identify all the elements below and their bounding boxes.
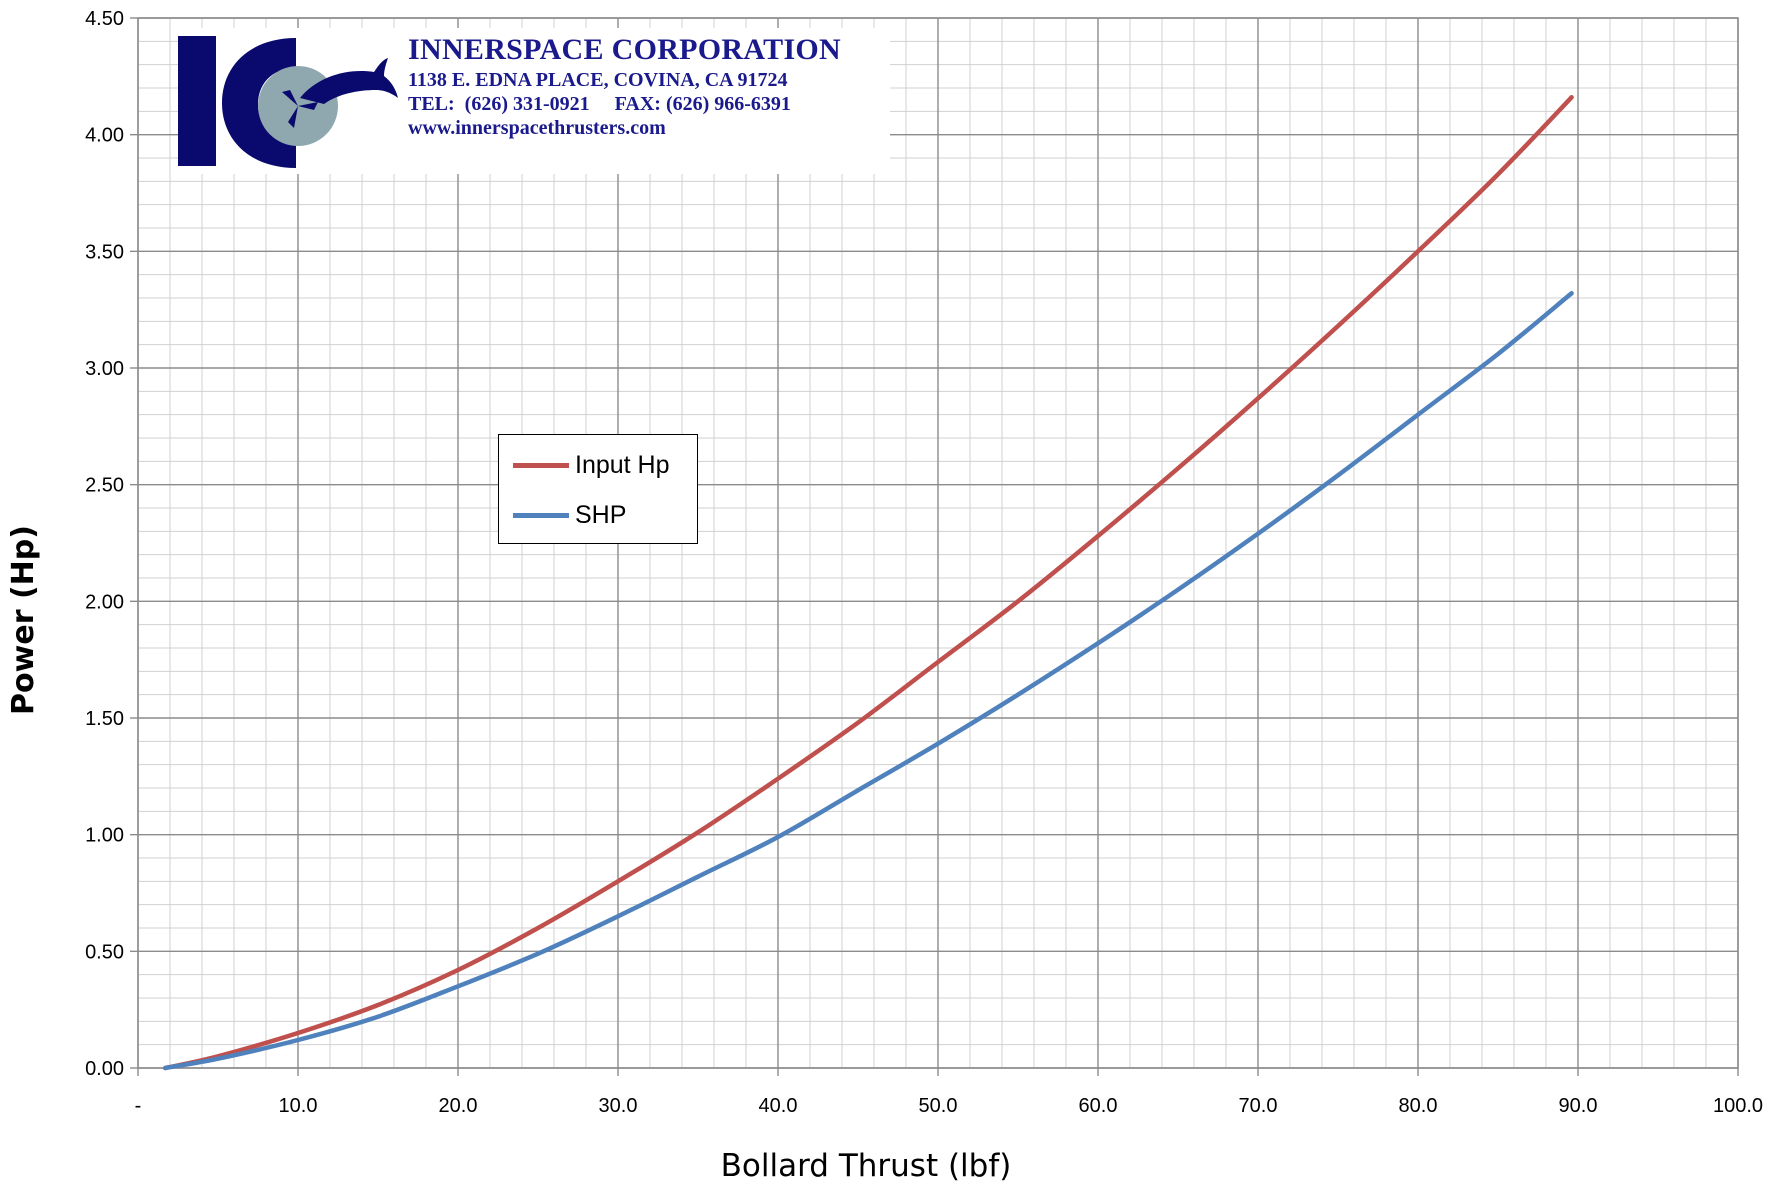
dolphin-icon bbox=[300, 58, 398, 104]
legend-item-input-hp: Input Hp bbox=[513, 451, 670, 479]
x-tick-label: 80.0 bbox=[1399, 1095, 1438, 1117]
y-tick-label: 0.00 bbox=[85, 1058, 124, 1080]
company-website: www.innerspacethrusters.com bbox=[408, 117, 666, 139]
legend-item-shp: SHP bbox=[513, 501, 626, 529]
logo-letter-c bbox=[222, 38, 296, 168]
y-tick-label: 3.50 bbox=[85, 241, 124, 263]
company-name: INNERSPACE CORPORATION bbox=[408, 33, 842, 66]
y-tick-label: 2.00 bbox=[85, 591, 124, 613]
series-line-input-hp bbox=[162, 95, 1574, 1071]
ic-logo-mark bbox=[178, 36, 398, 168]
x-tick-label: 60.0 bbox=[1079, 1095, 1118, 1117]
y-tick-label: 1.50 bbox=[85, 708, 124, 730]
legend-swatch-input-hp bbox=[513, 462, 569, 468]
y-tick-label: 0.50 bbox=[85, 941, 124, 963]
y-tick-label: 2.50 bbox=[85, 475, 124, 497]
company-address: 1138 E. EDNA PLACE, COVINA, CA 91724 bbox=[408, 69, 788, 91]
x-tick-label: - bbox=[135, 1095, 142, 1117]
logo-letter-i bbox=[178, 36, 216, 166]
y-tick-label: 4.50 bbox=[85, 8, 124, 30]
y-axis-title: Power (Hp) bbox=[6, 525, 41, 715]
x-tick-label: 10.0 bbox=[279, 1095, 318, 1117]
x-tick-label: 50.0 bbox=[919, 1095, 958, 1117]
x-tick-label: 30.0 bbox=[599, 1095, 638, 1117]
x-tick-label: 70.0 bbox=[1239, 1095, 1278, 1117]
series-layer bbox=[162, 95, 1574, 1071]
x-tick-label: 40.0 bbox=[759, 1095, 798, 1117]
y-axis-ticks: 0.00 0.50 1.00 1.50 2.00 2.50 3.00 3.50 4.00 4.50 bbox=[85, 8, 138, 1080]
propeller-icon bbox=[282, 90, 318, 128]
x-axis-title: Bollard Thrust (lbf) bbox=[721, 1148, 1012, 1184]
company-phone-fax: TEL: (626) 331-0921 FAX: (626) 966-6391 bbox=[408, 93, 791, 115]
x-axis-ticks: - 10.0 20.0 30.0 40.0 50.0 60.0 70.0 80.0 90.0 100… bbox=[135, 1068, 1763, 1117]
legend-swatch-shp bbox=[513, 512, 569, 518]
company-logo-banner: INNERSPACE CORPORATION 1138 E. EDNA PLAC… bbox=[178, 28, 890, 174]
series-line-shp bbox=[162, 291, 1574, 1071]
x-tick-label: 100.0 bbox=[1713, 1095, 1763, 1117]
legend-label-shp: SHP bbox=[575, 500, 627, 529]
x-tick-label: 20.0 bbox=[439, 1095, 478, 1117]
company-info: INNERSPACE CORPORATION 1138 E. EDNA PLAC… bbox=[408, 32, 841, 140]
x-tick-label: 90.0 bbox=[1559, 1095, 1598, 1117]
y-tick-label: 4.00 bbox=[85, 125, 124, 147]
chart-legend: Input Hp SHP bbox=[498, 434, 698, 544]
legend-label-input-hp: Input Hp bbox=[575, 450, 670, 479]
y-tick-label: 3.00 bbox=[85, 358, 124, 380]
y-tick-label: 1.00 bbox=[85, 825, 124, 847]
